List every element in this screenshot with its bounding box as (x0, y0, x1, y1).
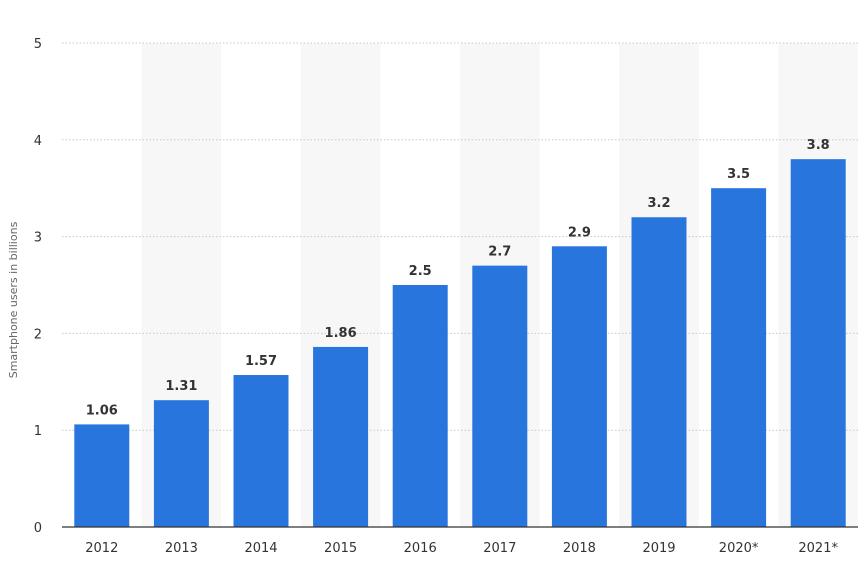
x-tick-label: 2021* (798, 541, 838, 556)
bar (711, 188, 767, 527)
data-label: 1.86 (325, 326, 357, 341)
y-axis-ticks: 0 1 2 3 4 5 (34, 37, 42, 536)
y-tick-label: 0 (34, 521, 42, 536)
data-label: 3.5 (727, 167, 750, 182)
bar (153, 400, 209, 527)
bar (472, 265, 528, 527)
data-label: 2.5 (409, 264, 432, 279)
data-label: 1.57 (245, 354, 277, 369)
data-label: 1.31 (165, 379, 197, 394)
y-tick-label: 3 (34, 231, 42, 246)
bar (233, 375, 289, 527)
data-label: 2.9 (568, 225, 591, 240)
x-tick-label: 2020* (719, 541, 759, 556)
y-tick-label: 5 (34, 37, 42, 52)
bar (313, 346, 369, 527)
data-labels: 1.06 1.31 1.57 1.86 2.5 2.7 2.9 3.2 3.5 3.8 (86, 138, 830, 418)
y-axis-label: Smartphone users in billions (7, 221, 20, 378)
x-tick-label: 2018 (563, 541, 596, 556)
data-label: 1.06 (86, 403, 118, 418)
x-tick-label: 2013 (165, 541, 198, 556)
x-tick-label: 2019 (642, 541, 675, 556)
bar (392, 285, 448, 527)
x-tick-label: 2014 (244, 541, 277, 556)
bar (631, 217, 687, 528)
data-label: 2.7 (488, 245, 511, 260)
data-label: 3.8 (807, 138, 830, 153)
y-tick-label: 2 (34, 327, 42, 342)
bar (74, 424, 130, 527)
data-label: 3.2 (647, 196, 670, 211)
y-tick-label: 4 (34, 134, 42, 149)
x-axis-ticks: 2012 2013 2014 2015 2016 2017 2018 2019 2020* 202… (85, 541, 838, 556)
bar (790, 159, 846, 527)
x-tick-label: 2016 (404, 541, 437, 556)
x-tick-label: 2012 (85, 541, 118, 556)
x-tick-label: 2015 (324, 541, 357, 556)
y-tick-label: 1 (34, 424, 42, 439)
x-tick-label: 2017 (483, 541, 516, 556)
bars (74, 159, 846, 528)
bar (551, 246, 607, 527)
